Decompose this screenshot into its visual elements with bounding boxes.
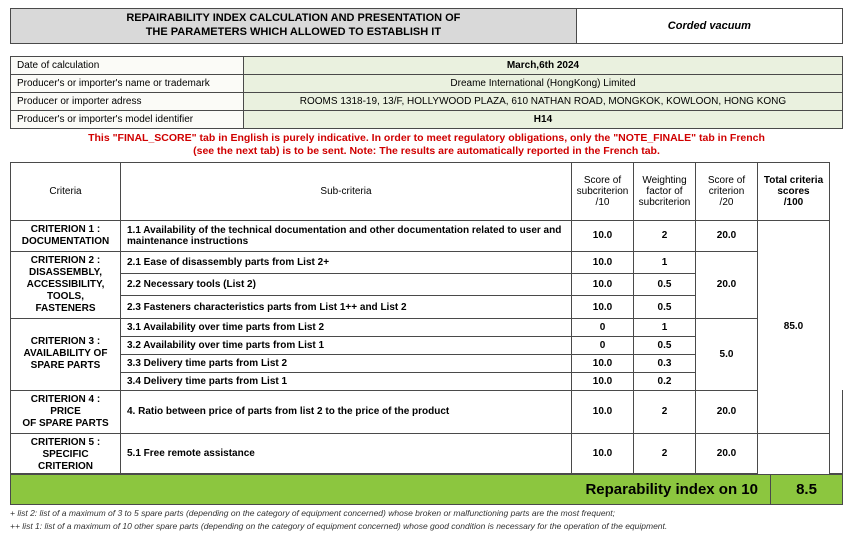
c1-sub1-wf: 2: [634, 220, 696, 251]
c2-sub2-wf: 0.5: [634, 274, 696, 296]
product-type: Corded vacuum: [576, 9, 842, 44]
c2-sub3-score: 10.0: [572, 296, 634, 318]
col-weighting: Weighting factor of subcriterion: [634, 162, 696, 220]
col-subcriteria: Sub-criteria: [121, 162, 572, 220]
criterion3-name: CRITERION 3 : AVAILABILITY OF SPARE PART…: [11, 318, 121, 390]
c3-sub2-wf: 0.5: [634, 336, 696, 354]
note-line2: (see the next tab) is to be sent. Note: …: [193, 145, 660, 157]
c5-sub1: 5.1 Free remote assistance: [121, 433, 572, 473]
criterion5-name: CRITERION 5 : SPECIFIC CRITERION: [11, 433, 121, 473]
c1-score20: 20.0: [696, 220, 758, 251]
header-table: REPAIRABILITY INDEX CALCULATION AND PRES…: [10, 8, 843, 44]
model-value: H14: [243, 110, 842, 128]
c2-sub2-score: 10.0: [572, 274, 634, 296]
col-criteria: Criteria: [11, 162, 121, 220]
col-score20: Score of criterion /20: [696, 162, 758, 220]
c4-score20: 20.0: [696, 390, 758, 433]
info-table: Date of calculation March,6th 2024 Produ…: [10, 56, 843, 129]
producer-addr-label: Producer or importer adress: [11, 92, 244, 110]
c3-score20: 5.0: [696, 318, 758, 390]
c3-sub2-score: 0: [572, 336, 634, 354]
c3-sub4: 3.4 Delivery time parts from List 1: [121, 372, 572, 390]
c2-sub2: 2.2 Necessary tools (List 2): [121, 274, 572, 296]
table-row: CRITERION 3 : AVAILABILITY OF SPARE PART…: [11, 318, 843, 336]
reparability-score: 8.5: [771, 474, 843, 504]
footnote1: + list 2: list of a maximum of 3 to 5 sp…: [10, 508, 843, 518]
c2-sub3: 2.3 Fasteners characteristics parts from…: [121, 296, 572, 318]
c1-sub1-score: 10.0: [572, 220, 634, 251]
criterion1-name: CRITERION 1 : DOCUMENTATION: [11, 220, 121, 251]
regulatory-note: This "FINAL_SCORE" tab in English is pur…: [10, 132, 843, 158]
c2-score20: 20.0: [696, 251, 758, 318]
c4-sub1-wf: 2: [634, 390, 696, 433]
table-row: CRITERION 4 : PRICE OF SPARE PARTS 4. Ra…: [11, 390, 843, 433]
c5-score20: 20.0: [696, 433, 758, 473]
c1-sub1: 1.1 Availability of the technical docume…: [121, 220, 572, 251]
title-line2: THE PARAMETERS WHICH ALLOWED TO ESTABLIS…: [146, 26, 441, 38]
col-score10: Score of subcriterion /10: [572, 162, 634, 220]
title-line1: REPAIRABILITY INDEX CALCULATION AND PRES…: [126, 12, 460, 24]
reparability-label: Reparability index on 10: [11, 474, 771, 504]
c3-sub1-wf: 1: [634, 318, 696, 336]
total-score-100: 85.0: [758, 220, 830, 433]
note-line1: This "FINAL_SCORE" tab in English is pur…: [88, 132, 765, 144]
footnote2: ++ list 1: list of a maximum of 10 other…: [10, 521, 843, 531]
criteria-table: Criteria Sub-criteria Score of subcriter…: [10, 162, 843, 474]
reparability-bar: Reparability index on 10 8.5: [10, 474, 843, 505]
c4-sub1-score: 10.0: [572, 390, 634, 433]
c3-sub1: 3.1 Availability over time parts from Li…: [121, 318, 572, 336]
c2-sub1: 2.1 Ease of disassembly parts from List …: [121, 251, 572, 273]
table-row: CRITERION 5 : SPECIFIC CRITERION 5.1 Fre…: [11, 433, 843, 473]
total-extend: [830, 390, 843, 473]
c2-sub1-score: 10.0: [572, 251, 634, 273]
c3-sub4-wf: 0.2: [634, 372, 696, 390]
c2-sub3-wf: 0.5: [634, 296, 696, 318]
c3-sub3-score: 10.0: [572, 354, 634, 372]
criterion4-name: CRITERION 4 : PRICE OF SPARE PARTS: [11, 390, 121, 433]
col-total: Total criteria scores /100: [758, 162, 830, 220]
producer-name-label: Producer's or importer's name or tradema…: [11, 74, 244, 92]
c3-sub2: 3.2 Availability over time parts from Li…: [121, 336, 572, 354]
producer-addr-value: ROOMS 1318-19, 13/F, HOLLYWOOD PLAZA, 61…: [243, 92, 842, 110]
c3-sub1-score: 0: [572, 318, 634, 336]
c2-sub1-wf: 1: [634, 251, 696, 273]
doc-title: REPAIRABILITY INDEX CALCULATION AND PRES…: [11, 9, 577, 44]
c4-sub1: 4. Ratio between price of parts from lis…: [121, 390, 572, 433]
c5-sub1-score: 10.0: [572, 433, 634, 473]
producer-name-value: Dreame International (HongKong) Limited: [243, 74, 842, 92]
c3-sub3: 3.3 Delivery time parts from List 2: [121, 354, 572, 372]
c3-sub4-score: 10.0: [572, 372, 634, 390]
table-row: CRITERION 1 : DOCUMENTATION 1.1 Availabi…: [11, 220, 843, 251]
table-row: CRITERION 2 : DISASSEMBLY, ACCESSIBILITY…: [11, 251, 843, 273]
c5-sub1-wf: 2: [634, 433, 696, 473]
criterion2-name: CRITERION 2 : DISASSEMBLY, ACCESSIBILITY…: [11, 251, 121, 318]
criteria-header-row: Criteria Sub-criteria Score of subcriter…: [11, 162, 843, 220]
model-label: Producer's or importer's model identifie…: [11, 110, 244, 128]
date-label: Date of calculation: [11, 56, 244, 74]
c3-sub3-wf: 0.3: [634, 354, 696, 372]
date-value: March,6th 2024: [243, 56, 842, 74]
